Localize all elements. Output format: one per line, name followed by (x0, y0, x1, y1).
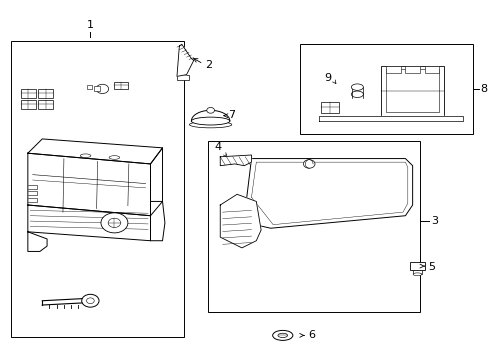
Bar (208, 141, 419, 312)
Ellipse shape (350, 84, 363, 90)
Bar (386, 69, 438, 112)
Polygon shape (177, 44, 193, 76)
Text: 2: 2 (204, 60, 211, 70)
Ellipse shape (272, 330, 292, 341)
Text: 8: 8 (479, 84, 486, 94)
Circle shape (108, 218, 121, 228)
Text: 6: 6 (307, 330, 315, 341)
Polygon shape (28, 139, 162, 164)
Bar (381, 66, 443, 116)
Polygon shape (220, 194, 261, 248)
Ellipse shape (277, 333, 287, 338)
Bar (114, 82, 128, 89)
Circle shape (81, 294, 99, 307)
Circle shape (206, 108, 214, 113)
Ellipse shape (109, 156, 120, 159)
Text: 1: 1 (87, 20, 94, 30)
Bar (386, 66, 400, 73)
Bar (424, 66, 438, 73)
Polygon shape (318, 116, 462, 121)
Text: 7: 7 (228, 110, 235, 120)
Bar (11, 41, 184, 337)
Bar (87, 85, 92, 89)
Ellipse shape (80, 154, 91, 157)
Circle shape (303, 159, 314, 168)
Bar (38, 100, 53, 109)
Text: 4: 4 (214, 143, 221, 153)
Bar (321, 102, 338, 113)
Bar (299, 44, 472, 134)
Ellipse shape (350, 91, 363, 98)
Bar (20, 89, 36, 98)
Text: 3: 3 (430, 216, 437, 226)
Polygon shape (150, 148, 162, 216)
Polygon shape (28, 232, 47, 251)
Circle shape (101, 213, 128, 233)
Bar (409, 262, 424, 270)
Polygon shape (220, 155, 251, 166)
Bar (177, 75, 188, 80)
Ellipse shape (412, 273, 421, 276)
Polygon shape (28, 153, 150, 216)
Bar (94, 86, 99, 91)
Bar (38, 89, 53, 98)
Text: 5: 5 (427, 262, 435, 272)
Circle shape (86, 298, 94, 303)
Polygon shape (242, 158, 412, 228)
Ellipse shape (191, 117, 229, 125)
Ellipse shape (189, 121, 231, 128)
Text: 9: 9 (323, 73, 330, 83)
Bar (412, 270, 422, 274)
Bar (20, 100, 36, 109)
Bar (405, 66, 419, 73)
Polygon shape (150, 202, 164, 241)
Polygon shape (28, 205, 150, 241)
Circle shape (96, 84, 108, 94)
